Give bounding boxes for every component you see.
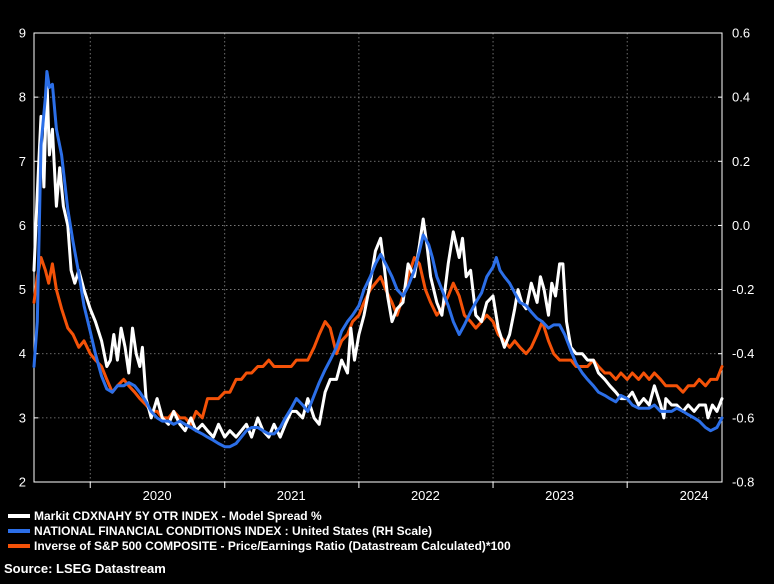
y-left-tick-label: 2 <box>19 475 26 490</box>
y-right-tick-label: 0.2 <box>732 154 750 169</box>
axis-layer: 2 3 4 5 6 7 8 9 -0.8 -0.6 -0.4 -0.2 0.0 0.2 0.4 0.6 2020… <box>19 26 755 504</box>
x-tick-label: 2023 <box>545 488 574 503</box>
y-right-tick-label: 0.6 <box>732 26 750 41</box>
y-left-tick-label: 4 <box>19 346 26 361</box>
x-tick-label: 2022 <box>411 488 440 503</box>
x-tick-label: 2020 <box>143 488 172 503</box>
grid-layer <box>34 33 722 482</box>
series-line-2 <box>32 70 724 449</box>
y-left-tick-label: 5 <box>19 282 26 297</box>
y-left-tick-label: 8 <box>19 90 26 105</box>
legend-label-2: NATIONAL FINANCIAL CONDITIONS INDEX : Un… <box>34 524 432 538</box>
y-left-tick-label: 6 <box>19 218 26 233</box>
series-line-3 <box>32 256 724 426</box>
series-line-1 <box>32 76 724 439</box>
y-right-tick-label: -0.8 <box>732 475 754 490</box>
y-left-tick-label: 3 <box>19 410 26 425</box>
y-right-tick-label: 0.4 <box>732 90 750 105</box>
x-tick-label: 2024 <box>680 488 709 503</box>
x-tick-label: 2021 <box>277 488 306 503</box>
legend-label-3: Inverse of S&P 500 COMPOSITE - Price/Ear… <box>34 539 511 553</box>
source-note: Source: LSEG Datastream <box>4 561 166 576</box>
y-left-tick-label: 9 <box>19 26 26 41</box>
y-right-tick-label: -0.2 <box>732 282 754 297</box>
legend: Markit CDXNAHY 5Y OTR INDEX - Model Spre… <box>8 509 511 553</box>
y-left-tick-label: 7 <box>19 154 26 169</box>
series-layer <box>32 70 724 449</box>
y-right-tick-label: -0.4 <box>732 346 754 361</box>
y-right-tick-label: 0.0 <box>732 218 750 233</box>
y-right-tick-label: -0.6 <box>732 410 754 425</box>
legend-label-1: Markit CDXNAHY 5Y OTR INDEX - Model Spre… <box>34 509 322 523</box>
